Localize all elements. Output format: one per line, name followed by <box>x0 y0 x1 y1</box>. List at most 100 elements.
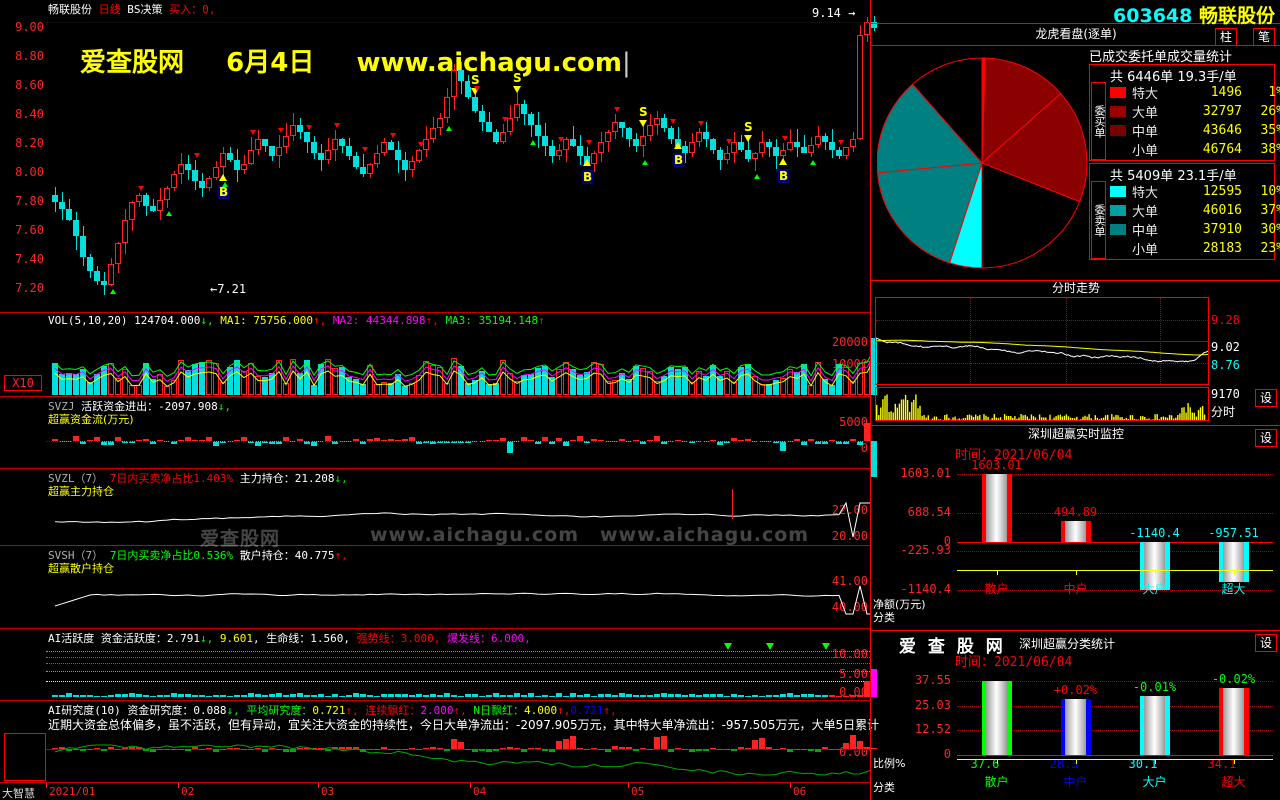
signal-value: 0, <box>202 3 216 16</box>
svzl-plot-area[interactable] <box>46 485 870 545</box>
volume-bar <box>549 376 555 395</box>
volume-bar <box>822 378 828 395</box>
ai-active-bar <box>171 693 177 697</box>
ai-active-bar <box>59 694 65 697</box>
ai-active-bar <box>612 695 618 697</box>
candle-body <box>556 150 562 156</box>
intraday-volume-bar <box>1028 418 1030 420</box>
ai-active-bar <box>108 694 114 697</box>
intraday-section[interactable]: 分时走势 9.28 9.02 8.76 9170 分时 设 <box>871 280 1280 425</box>
ai-study-bar <box>311 748 317 749</box>
candle-wick <box>153 198 154 213</box>
ai-active-bar <box>269 693 275 697</box>
ai-active-bar <box>360 694 366 697</box>
volume-bar <box>241 370 247 395</box>
ai-active-bar <box>192 694 198 697</box>
intraday-volume-bar <box>1018 417 1020 420</box>
ai-active-bar <box>283 695 289 697</box>
right-header: 603648 畅联股份 <box>871 0 1280 27</box>
ai-active-bar <box>787 693 793 697</box>
intraday-settings-button[interactable]: 设 <box>1254 387 1277 407</box>
svzj-pane[interactable]: SVZJ 活跃资金进出：-2097.908↓, 超赢资金流(万元) 5000 0 <box>0 396 877 477</box>
svsh-pane[interactable]: SVSH（7） 7日内买卖净占比0.536% 散户持仓：40.775↑, 超赢散… <box>0 545 870 628</box>
svzj-bar <box>52 439 58 441</box>
bar-gloss <box>1144 695 1165 755</box>
ai-active-bar <box>465 693 471 697</box>
classify-bar-chart[interactable]: 37.55 25.03 12.52 0 37.6 散户 +0.02% 28.3 中户 -0.01%… <box>871 667 1280 799</box>
svzj-bar <box>304 441 310 444</box>
intraday-volume-bar <box>962 418 964 420</box>
intraday-volume-bar <box>1115 414 1117 420</box>
red-dot-marker <box>138 185 144 191</box>
intraday-volume-bar <box>921 415 923 420</box>
monitor-section[interactable]: 深圳超赢实时监控 设 时间：2021/06/04 1603.01 688.54 0-… <box>871 425 1280 630</box>
volume-bar <box>94 373 100 395</box>
buy-side-label: 委买单 <box>1091 82 1106 160</box>
monitor-ylabel: 净额(万元) <box>873 598 926 611</box>
pie-slice-买中单 <box>981 92 1088 203</box>
volume-bar <box>220 381 226 395</box>
svsh-plot-area[interactable] <box>46 562 870 628</box>
volume-pane[interactable]: VOL(5,10,20) 124704.000↓, MA1: 75756.000… <box>0 312 877 396</box>
ai-active-bar <box>661 693 667 697</box>
ai-active-pane[interactable]: AI活跃度 资金活跃度：2.791↓, 9.601, 生命线：1.560, 强势… <box>0 628 877 701</box>
ai-study-bar <box>815 749 821 752</box>
svzl-pane[interactable]: SVZL（7） 7日内买卖净占比1.403% 主力持仓：21.208↓, 超赢主… <box>0 468 870 545</box>
buy-orders-block: 共 6446单 19.3手/单 委买单 特大 1496 1% 大单 32797 26% 中单… <box>1089 64 1280 161</box>
intraday-volume-bar <box>985 415 987 420</box>
monitor-settings-button[interactable]: 设 <box>1254 427 1277 447</box>
gridline-0 <box>957 681 1273 682</box>
ai-active-plot-area[interactable] <box>46 643 877 701</box>
ai-study-bar <box>178 749 184 751</box>
monitor-bar-chart[interactable]: 1603.01 688.54 0 -225.93 -1140.4 1603.01 散户 494… <box>871 458 1280 628</box>
ai-study-bar <box>864 747 870 749</box>
intraday-volume-bar <box>911 402 913 420</box>
ytick-3: 0 <box>943 747 951 761</box>
candle-body <box>115 243 121 265</box>
longhu-col-button[interactable]: 柱 <box>1214 26 1237 46</box>
price-pane[interactable]: 畅联股份 日线 BS决策 买入：0, 爱查股网 6月4日 www.aichagu… <box>0 0 877 312</box>
ai-active-bar <box>339 695 345 697</box>
buy-pct-1: 26% <box>1260 104 1280 119</box>
vol-scale-tag[interactable]: X10 <box>4 375 42 391</box>
svzj-bar <box>521 436 527 441</box>
sell-pct-1: 37% <box>1260 203 1280 218</box>
red-dot-marker <box>390 132 396 138</box>
candle-body <box>514 104 520 119</box>
ai-study-line-svg <box>54 744 870 776</box>
ai-active-bar <box>213 695 219 697</box>
price-plot-area[interactable]: B S S B S B S B <box>46 14 877 306</box>
intraday-volume-bar <box>1193 412 1195 420</box>
svzj-header: SVZJ 活跃资金进出：-2097.908↓, <box>48 400 231 413</box>
ai-active-bar <box>864 681 870 697</box>
intraday-volume-bar <box>906 400 909 420</box>
classify-section[interactable]: 爱 查 股 网 深圳超赢分类统计 设 时间：2021/06/04 37.55 25… <box>871 630 1280 800</box>
intraday-volume-bar <box>1144 416 1146 420</box>
vol-ma2-label: MA2: <box>332 314 360 327</box>
green-dot-marker <box>222 182 228 188</box>
ai-study-pane[interactable]: AI研究度(10) 资金研究度：0.088↓, 平均研究度：0.721↑, 连续… <box>0 700 879 782</box>
volume-bar <box>430 365 436 395</box>
sell-signal-marker: S <box>743 120 754 135</box>
price-ytick-1: 8.80 <box>15 49 44 63</box>
x-tick-0: 2021/01 <box>49 785 96 798</box>
volume-plot-area[interactable] <box>46 329 877 395</box>
intraday-volume-bar <box>944 415 946 420</box>
candle-body <box>276 147 282 156</box>
svzj-plot-area[interactable] <box>46 401 877 477</box>
intraday-price-chart[interactable] <box>875 297 1209 385</box>
x-tick-mark-4 <box>628 783 629 788</box>
svzj-bar <box>248 441 254 444</box>
last-price-tag: 9.14 → <box>812 6 856 20</box>
candle-body <box>416 150 422 162</box>
ai-study-bar <box>108 746 114 749</box>
intraday-volume-chart[interactable] <box>875 387 1209 421</box>
intraday-volume-bar <box>892 412 894 420</box>
intraday-tab-label[interactable]: 分时 <box>1211 405 1236 419</box>
period-label[interactable]: 日线 <box>98 3 121 16</box>
classify-brand: 爱 查 股 网 <box>899 637 1006 657</box>
longhu-pen-button[interactable]: 笔 <box>1252 26 1275 46</box>
classify-settings-button[interactable]: 设 <box>1254 632 1277 652</box>
svzj-bar <box>801 441 807 445</box>
ai-study-plot-area[interactable] <box>46 731 877 781</box>
